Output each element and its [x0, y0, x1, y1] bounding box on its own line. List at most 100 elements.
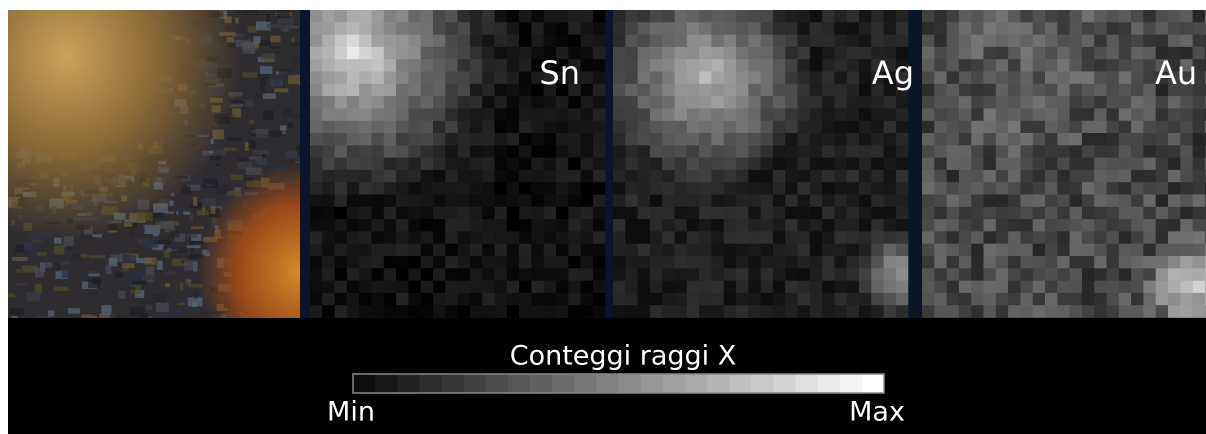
map-pixel: [675, 133, 688, 146]
map-pixel: [507, 145, 520, 158]
map-pixel: [408, 10, 421, 23]
map-pixel: [884, 281, 897, 294]
colorbar-step: [530, 374, 553, 393]
map-pixel: [947, 84, 960, 97]
map-pixel: [1131, 59, 1144, 72]
map-pixel: [638, 59, 651, 72]
map-pixel: [613, 22, 626, 35]
map-pixel: [335, 256, 348, 269]
map-pixel: [1020, 182, 1033, 195]
map-pixel: [810, 72, 823, 85]
map-pixel: [625, 108, 638, 121]
map-pixel: [822, 108, 835, 121]
map-pixel: [971, 244, 984, 257]
map-pixel: [335, 133, 348, 146]
map-pixel: [470, 10, 483, 23]
map-pixel: [1057, 170, 1070, 183]
map-pixel: [568, 305, 581, 318]
map-pixel: [785, 244, 798, 257]
map-pixel: [971, 268, 984, 281]
map-pixel: [736, 305, 749, 318]
map-pixel: [748, 47, 761, 60]
map-pixel: [922, 182, 935, 195]
map-pixel: [458, 47, 471, 60]
map-pixel: [1143, 133, 1156, 146]
map-pixel: [556, 10, 569, 23]
map-pixel: [859, 22, 872, 35]
map-pixel: [347, 121, 360, 134]
map-pixel: [458, 268, 471, 281]
map-pixel: [922, 293, 935, 306]
map-pixel: [458, 84, 471, 97]
map-pixel: [984, 256, 997, 269]
map-pixel: [736, 170, 749, 183]
map-pixel: [822, 10, 835, 23]
map-pixel: [996, 293, 1009, 306]
map-pixel: [445, 219, 458, 232]
map-pixel: [711, 84, 724, 97]
map-pixel: [495, 84, 508, 97]
map-pixel: [1020, 59, 1033, 72]
map-pixel: [347, 47, 360, 60]
map-pixel: [1094, 72, 1107, 85]
map-pixel: [445, 59, 458, 72]
map-pixel: [1180, 182, 1193, 195]
map-pixel: [748, 305, 761, 318]
map-pixel: [347, 133, 360, 146]
map-pixel: [458, 207, 471, 220]
map-pixel: [1193, 108, 1206, 121]
map-pixel: [996, 281, 1009, 294]
map-pixel: [959, 10, 972, 23]
map-pixel: [519, 158, 532, 171]
map-pixel: [445, 121, 458, 134]
map-pixel: [1156, 305, 1169, 318]
map-pixel: [1107, 219, 1120, 232]
map-pixel: [1033, 133, 1046, 146]
map-pixel: [347, 96, 360, 109]
map-pixel: [650, 133, 663, 146]
map-pixel: [531, 35, 544, 48]
map-pixel: [922, 231, 935, 244]
map-pixel: [408, 207, 421, 220]
map-pixel: [922, 170, 935, 183]
map-pixel: [996, 133, 1009, 146]
map-pixel: [736, 47, 749, 60]
map-pixel: [359, 145, 372, 158]
map-pixel: [859, 96, 872, 109]
map-pixel: [1131, 256, 1144, 269]
map-pixel: [625, 256, 638, 269]
element-label: Sn: [539, 54, 580, 92]
map-pixel: [638, 108, 651, 121]
map-pixel: [736, 281, 749, 294]
map-pixel: [1045, 305, 1058, 318]
map-pixel: [724, 121, 737, 134]
map-pixel: [798, 195, 811, 208]
map-pixel: [372, 108, 385, 121]
map-pixel: [1156, 207, 1169, 220]
map-pixel: [662, 158, 675, 171]
map-pixel: [445, 244, 458, 257]
map-pixel: [798, 305, 811, 318]
map-pixel: [408, 22, 421, 35]
map-pixel: [971, 10, 984, 23]
map-pixel: [421, 133, 434, 146]
map-pixel: [773, 121, 786, 134]
map-pixel: [544, 170, 557, 183]
map-pixel: [335, 35, 348, 48]
map-pixel: [1057, 305, 1070, 318]
map-pixel: [810, 244, 823, 257]
map-pixel: [1057, 256, 1070, 269]
figure: Sn Ag Au Conteggi raggi X Min Max: [0, 0, 1206, 434]
map-pixel: [971, 219, 984, 232]
map-pixel: [1070, 35, 1083, 48]
map-pixel: [1008, 35, 1021, 48]
map-pixel: [482, 47, 495, 60]
map-pixel: [773, 96, 786, 109]
map-pixel: [638, 219, 651, 232]
map-pixel: [1033, 72, 1046, 85]
map-pixel: [322, 84, 335, 97]
map-pixel: [810, 10, 823, 23]
map-pixel: [433, 10, 446, 23]
map-pixel: [699, 10, 712, 23]
map-pixel: [675, 84, 688, 97]
